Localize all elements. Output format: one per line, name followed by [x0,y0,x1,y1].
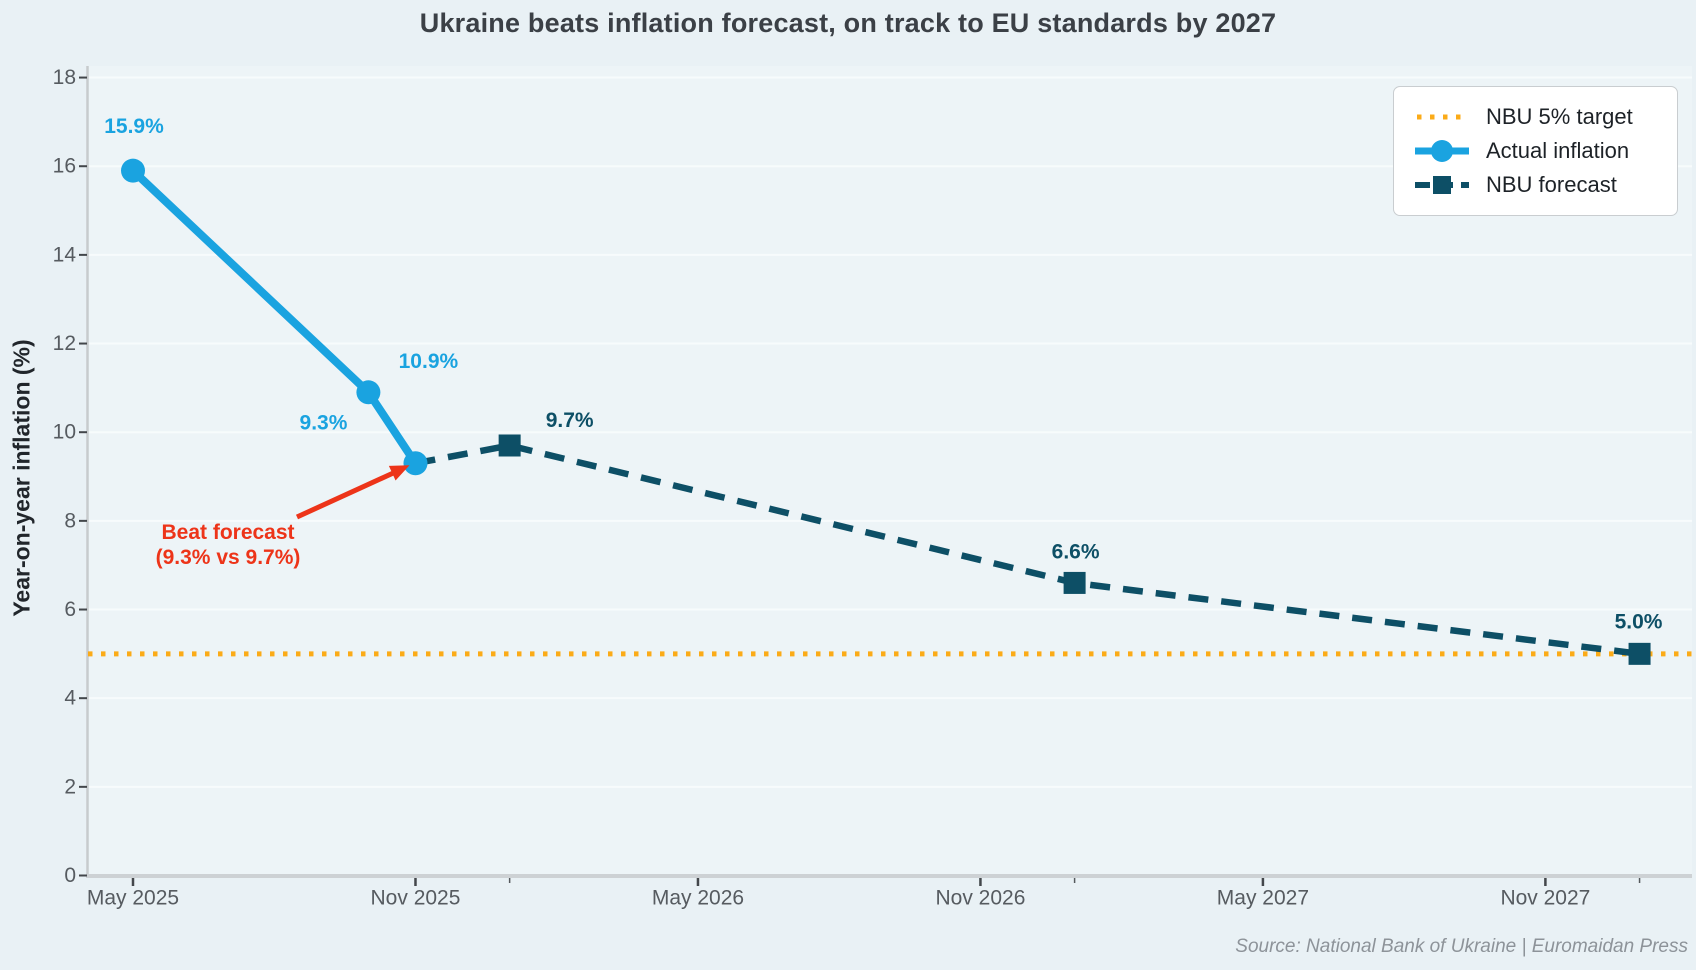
data-point-label: 9.3% [300,412,348,435]
target-line-swatch-icon [1417,114,1467,120]
y-tick-label: 6 [64,598,76,621]
annotation-line-2: (9.3% vs 9.7%) [155,546,301,569]
legend-label-forecast: NBU forecast [1486,172,1617,197]
y-tick-label: 12 [53,332,76,355]
forecast-point-marker [1063,571,1086,594]
legend-item-actual: Actual inflation [1414,134,1677,168]
y-tick-label: 10 [53,421,76,444]
data-point-label: 15.9% [104,115,164,138]
source-credit: Source: National Bank of Ukraine | Eurom… [1235,936,1688,957]
annotation-arrow-shaft [295,466,403,520]
data-point-label: 9.7% [546,409,594,432]
x-tick-label: Nov 2027 [1500,887,1590,910]
forecast-point-marker [1628,642,1651,665]
data-point-label: 5.0% [1615,610,1663,633]
legend-item-forecast: NBU forecast [1414,168,1677,202]
y-tick-label: 8 [64,509,76,532]
x-tick-label: May 2027 [1217,887,1309,910]
annotation-arrow-head [388,465,410,481]
x-tick-label: May 2025 [87,887,179,910]
annotation-line-1: Beat forecast [161,521,295,544]
actual-line-swatch-icon [1415,140,1469,162]
actual-point-marker [403,451,428,476]
y-tick-label: 16 [53,155,76,178]
x-tick-label: Nov 2026 [935,887,1025,910]
legend-label-target: NBU 5% target [1486,104,1633,129]
y-axis-label: Year-on-year inflation (%) [8,339,35,617]
y-tick-label: 2 [64,775,76,798]
x-tick-label: May 2026 [652,887,744,910]
data-point-label: 6.6% [1052,540,1100,563]
x-tick-label: Nov 2025 [371,887,461,910]
actual-point-marker [121,158,145,183]
y-tick-label: 18 [53,66,76,89]
legend-item-target: NBU 5% target [1414,100,1677,134]
actual-point-marker [356,380,381,405]
forecast-line-swatch-icon [1415,176,1469,194]
forecast-line [414,442,1640,658]
y-tick-label: 14 [53,243,77,266]
legend: NBU 5% target Actual inflation NBU forec… [1393,86,1678,216]
forecast-point-marker [498,434,521,457]
y-tick-label: 0 [64,864,76,887]
legend-label-actual: Actual inflation [1486,138,1630,163]
y-tick-label: 4 [64,687,76,710]
data-point-label: 10.9% [399,350,459,373]
annotation-beat-forecast: Beat forecast (9.3% vs 9.7%) [128,520,328,570]
chart-title: Ukraine beats inflation forecast, on tra… [419,8,1277,38]
